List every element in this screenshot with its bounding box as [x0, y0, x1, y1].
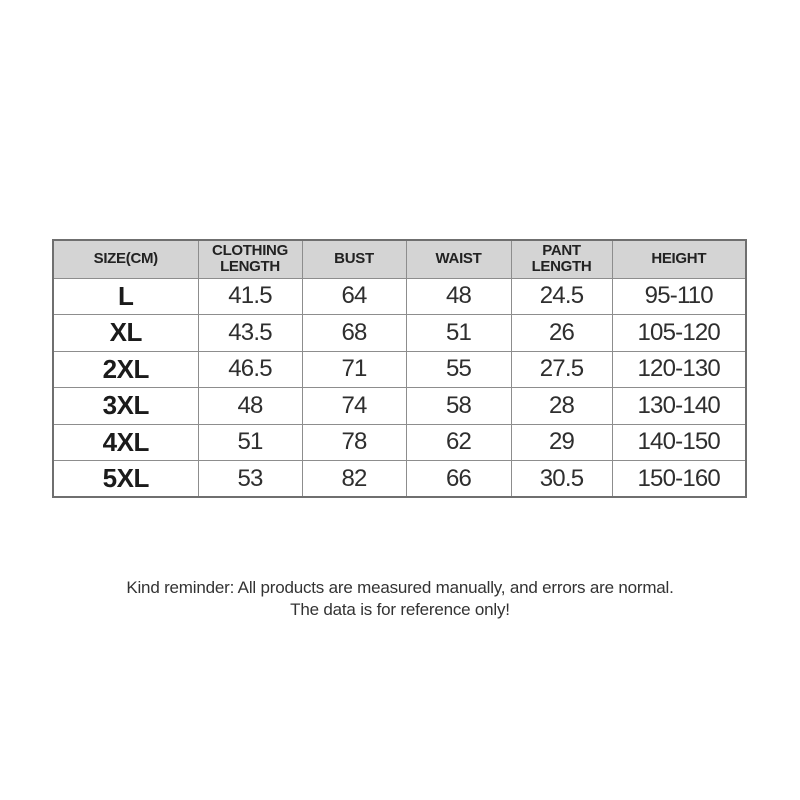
value-cell: 41.5 [197, 277, 303, 315]
table-row: XL 43.5 68 51 26 105-120 [52, 314, 747, 352]
reminder-text: Kind reminder: All products are measured… [0, 577, 800, 621]
header-cell-waist: WAIST [405, 239, 512, 279]
size-cell: XL [52, 314, 199, 352]
value-cell: 71 [301, 350, 407, 388]
size-cell: 4XL [52, 423, 199, 461]
table-row: 2XL 46.5 71 55 27.5 120-130 [52, 350, 747, 388]
value-cell: 66 [405, 460, 512, 498]
value-cell: 74 [301, 387, 407, 425]
value-cell: 24.5 [510, 277, 613, 315]
value-cell: 130-140 [611, 387, 747, 425]
value-cell: 43.5 [197, 314, 303, 352]
value-cell: 78 [301, 423, 407, 461]
value-cell: 27.5 [510, 350, 613, 388]
value-cell: 55 [405, 350, 512, 388]
value-cell: 29 [510, 423, 613, 461]
value-cell: 26 [510, 314, 613, 352]
size-cell: 5XL [52, 460, 199, 498]
value-cell: 51 [197, 423, 303, 461]
reminder-line-1: Kind reminder: All products are measured… [126, 578, 674, 597]
table-row: 4XL 51 78 62 29 140-150 [52, 423, 747, 461]
value-cell: 48 [405, 277, 512, 315]
table-row: 5XL 53 82 66 30.5 150-160 [52, 460, 747, 498]
value-cell: 51 [405, 314, 512, 352]
header-cell-bust: BUST [301, 239, 407, 279]
reminder-line-2: The data is for reference only! [290, 600, 510, 619]
value-cell: 48 [197, 387, 303, 425]
header-cell-size: SIZE(CM) [52, 239, 199, 279]
header-cell-height: HEIGHT [611, 239, 747, 279]
size-cell: 2XL [52, 350, 199, 388]
value-cell: 68 [301, 314, 407, 352]
value-cell: 53 [197, 460, 303, 498]
value-cell: 46.5 [197, 350, 303, 388]
value-cell: 95-110 [611, 277, 747, 315]
table-header-row: SIZE(CM) CLOTHING LENGTH BUST WAIST PANT… [52, 239, 747, 279]
value-cell: 140-150 [611, 423, 747, 461]
value-cell: 28 [510, 387, 613, 425]
value-cell: 64 [301, 277, 407, 315]
value-cell: 105-120 [611, 314, 747, 352]
value-cell: 120-130 [611, 350, 747, 388]
size-cell: L [52, 277, 199, 315]
table-row: L 41.5 64 48 24.5 95-110 [52, 277, 747, 315]
value-cell: 62 [405, 423, 512, 461]
size-chart-table: SIZE(CM) CLOTHING LENGTH BUST WAIST PANT… [52, 239, 747, 498]
header-cell-pant-length: PANT LENGTH [510, 239, 613, 279]
value-cell: 82 [301, 460, 407, 498]
value-cell: 30.5 [510, 460, 613, 498]
value-cell: 58 [405, 387, 512, 425]
size-cell: 3XL [52, 387, 199, 425]
table-row: 3XL 48 74 58 28 130-140 [52, 387, 747, 425]
header-cell-clothing-length: CLOTHING LENGTH [197, 239, 303, 279]
value-cell: 150-160 [611, 460, 747, 498]
